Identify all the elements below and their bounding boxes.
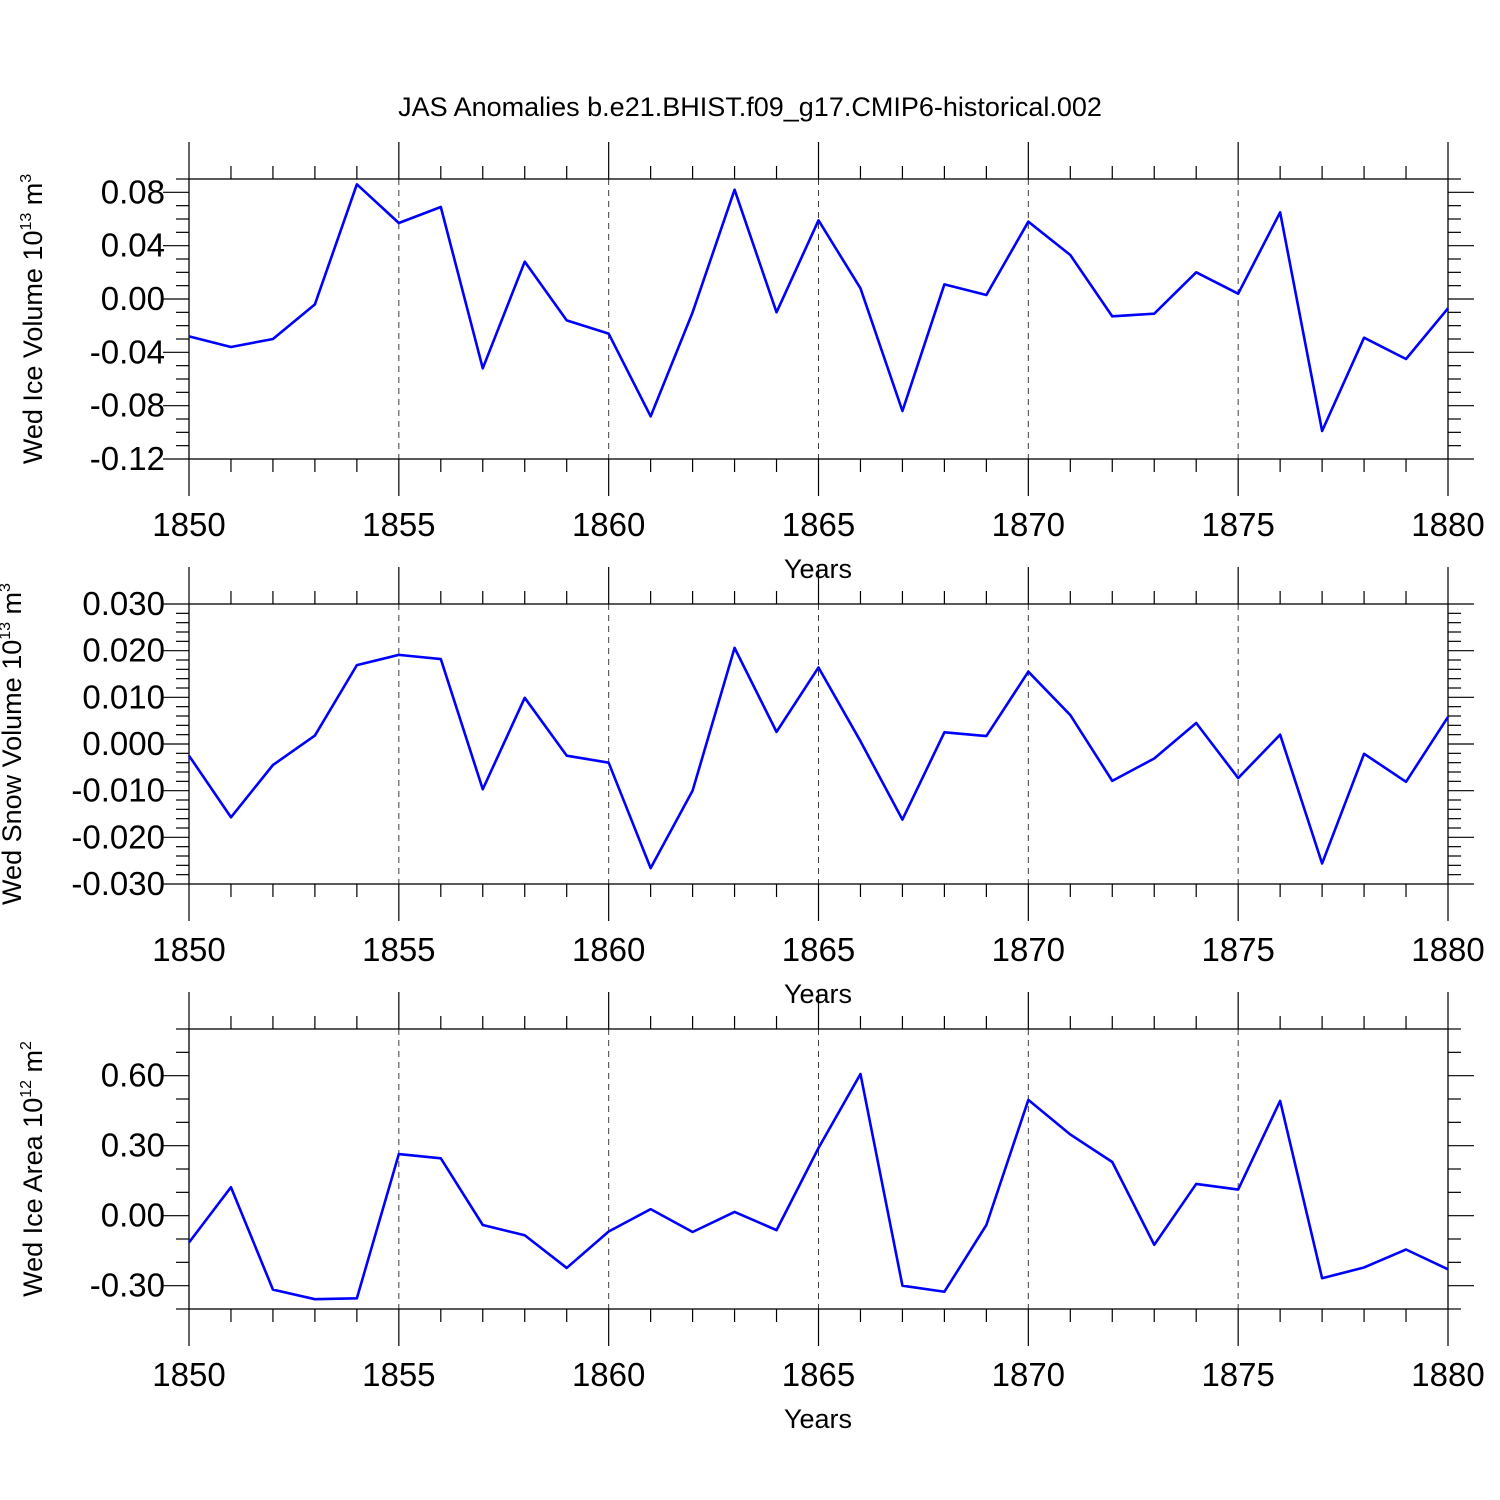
y-axis-title: Wed Snow Volume 1013 m3 [0, 583, 27, 905]
x-tick-label: 1850 [152, 931, 225, 968]
y-tick-label: -0.30 [90, 1267, 165, 1304]
x-tick-label: 1860 [572, 931, 645, 968]
plot-frame [188, 178, 1449, 460]
x-tick-label: 1875 [1201, 931, 1274, 968]
x-tick-label: 1855 [362, 931, 435, 968]
y-axis-title: Wed Ice Volume 1013 m3 [18, 174, 48, 464]
x-tick-label: 1865 [782, 931, 855, 968]
x-tick-label: 1850 [152, 1356, 225, 1393]
y-tick-label: 0.000 [82, 725, 165, 762]
x-tick-label: 1880 [1411, 506, 1484, 543]
x-tick-label: 1855 [362, 1356, 435, 1393]
series-line [187, 646, 1450, 870]
x-tick-label: 1880 [1411, 1356, 1484, 1393]
x-tick-label: 1850 [152, 506, 225, 543]
x-tick-label: 1860 [572, 1356, 645, 1393]
y-tick-label: 0.020 [82, 632, 165, 669]
plot-frame [188, 1028, 1449, 1310]
series-line [188, 183, 1450, 433]
x-tick-label: 1865 [782, 1356, 855, 1393]
x-tick-label: 1855 [362, 506, 435, 543]
y-tick-label: 0.60 [101, 1057, 165, 1094]
ice-volume-panel: -0.12 -0.08 -0.04 0.00 0.04 0.08 1850 1855 1860 1… [18, 142, 1485, 584]
x-tick-label: 1880 [1411, 931, 1484, 968]
plot-frame [188, 603, 1449, 885]
y-tick-label: 0.00 [101, 280, 165, 317]
x-tick-label: 1870 [992, 506, 1065, 543]
series-line [187, 1072, 1449, 1301]
x-tick-label: 1875 [1201, 506, 1274, 543]
y-tick-label: 0.030 [82, 585, 165, 622]
y-tick-label: -0.08 [90, 387, 165, 424]
y-tick-label: 0.08 [101, 173, 165, 210]
y-tick-label: -0.010 [71, 772, 165, 809]
y-tick-label: 0.00 [101, 1197, 165, 1234]
y-tick-label: -0.020 [71, 818, 165, 855]
x-axis-title: Years [784, 1404, 852, 1434]
x-tick-label: 1865 [782, 506, 855, 543]
ice-area-panel: -0.30 0.00 0.30 0.60 1850 1855 1860 1865 1870 187… [18, 992, 1485, 1434]
y-tick-label: -0.04 [90, 333, 165, 370]
y-tick-label: -0.030 [71, 865, 165, 902]
snow-volume-panel: -0.030 -0.020 -0.010 0.000 0.010 0.020 0.030 18… [0, 567, 1485, 1009]
x-tick-label: 1870 [992, 1356, 1065, 1393]
figure-title: JAS Anomalies b.e21.BHIST.f09_g17.CMIP6-… [398, 92, 1102, 122]
y-tick-label: 0.04 [101, 227, 165, 264]
y-tick-label: -0.12 [90, 440, 165, 477]
x-tick-label: 1875 [1201, 1356, 1274, 1393]
x-tick-label: 1860 [572, 506, 645, 543]
y-tick-label: 0.30 [101, 1127, 165, 1164]
y-tick-label: 0.010 [82, 678, 165, 715]
y-axis-title: Wed Ice Area 1012 m2 [18, 1041, 48, 1297]
x-tick-label: 1870 [992, 931, 1065, 968]
